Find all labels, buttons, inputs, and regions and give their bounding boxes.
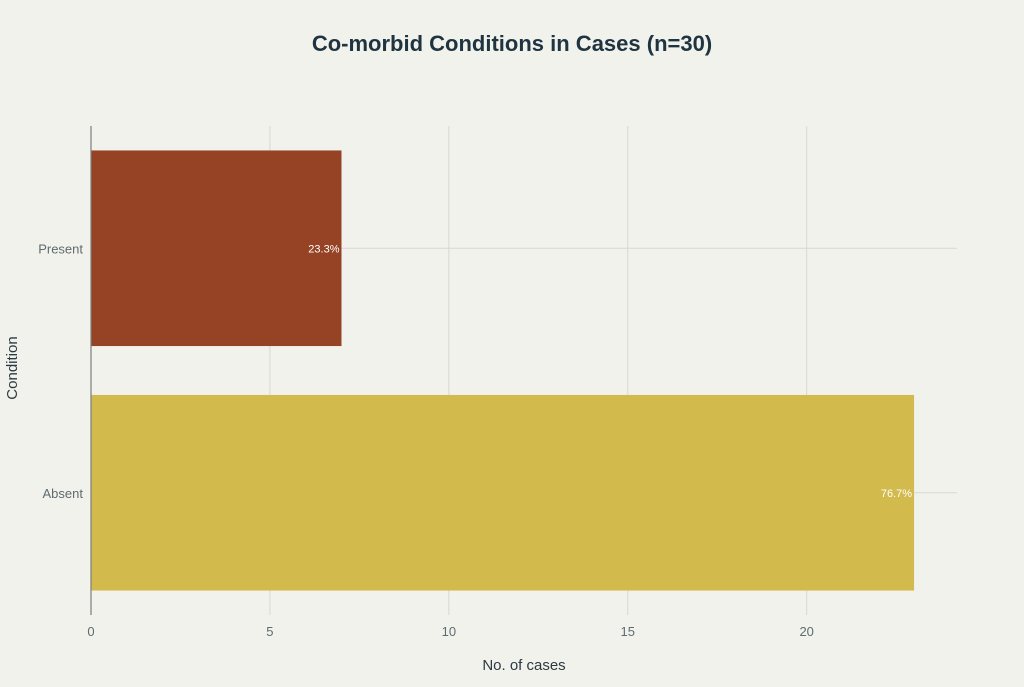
bars xyxy=(91,150,915,591)
y-axis-label: Condition xyxy=(4,336,21,399)
tick-labels: 0 5 10 15 20 Present Absent xyxy=(38,241,814,639)
data-label-present: 23.3% xyxy=(308,243,339,255)
data-label-absent: 76.7% xyxy=(881,488,912,500)
y-tick-label-present: Present xyxy=(38,241,83,256)
x-tick-label-1: 5 xyxy=(266,624,273,639)
bar-present xyxy=(91,150,342,347)
x-tick-label-2: 10 xyxy=(442,624,456,639)
data-labels: 23.3% 76.7% xyxy=(308,243,912,500)
x-axis-label: No. of cases xyxy=(482,657,565,674)
x-tick-label-3: 15 xyxy=(621,624,635,639)
y-tick-label-absent: Absent xyxy=(43,486,84,501)
x-tick-label-4: 20 xyxy=(799,624,813,639)
x-tick-label-0: 0 xyxy=(87,624,94,639)
chart-title: Co-morbid Conditions in Cases (n=30) xyxy=(312,31,712,56)
bar-absent xyxy=(91,394,915,591)
